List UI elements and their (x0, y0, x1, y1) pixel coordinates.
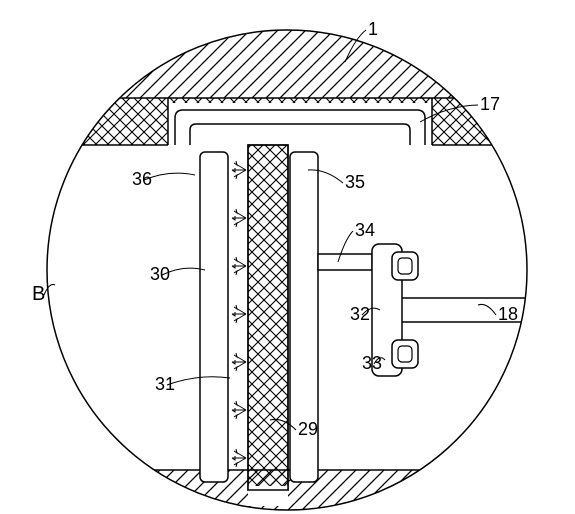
part-30 (200, 152, 228, 482)
label-1: 1 (368, 19, 378, 39)
spray-arrows (232, 161, 246, 467)
label-36: 36 (132, 169, 152, 189)
top-hatch (40, 28, 540, 98)
label-17: 17 (480, 94, 500, 114)
label-31: 31 (155, 374, 175, 394)
label-B: B (32, 283, 45, 305)
label-33: 33 (362, 353, 382, 373)
label-35: 35 (345, 172, 365, 192)
leader-18 (478, 304, 496, 315)
label-34: 34 (355, 220, 375, 240)
label-30: 30 (150, 264, 170, 284)
part-29 (248, 145, 288, 490)
leader-B (44, 284, 55, 295)
label-32: 32 (350, 304, 370, 324)
clipped-content (40, 28, 540, 514)
part-34 (318, 254, 372, 270)
technical-diagram: 1 17 35 36 34 30 B 32 18 33 31 29 (0, 0, 575, 514)
label-29: 29 (298, 419, 318, 439)
label-18: 18 (498, 304, 518, 324)
